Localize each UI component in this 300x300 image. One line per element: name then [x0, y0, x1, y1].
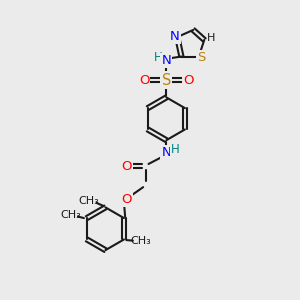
Text: CH₃: CH₃ — [60, 210, 81, 220]
Text: H: H — [154, 51, 162, 64]
Text: O: O — [183, 74, 194, 87]
Text: H: H — [207, 33, 215, 43]
Text: H: H — [171, 143, 180, 156]
Text: CH₃: CH₃ — [79, 196, 99, 206]
Text: N: N — [170, 30, 180, 43]
Text: S: S — [197, 51, 206, 64]
Text: CH₃: CH₃ — [130, 236, 151, 246]
Text: O: O — [139, 74, 149, 87]
Text: O: O — [121, 160, 131, 173]
Text: O: O — [121, 193, 131, 206]
Text: N: N — [161, 146, 171, 159]
Text: S: S — [162, 73, 171, 88]
Text: N: N — [161, 54, 171, 67]
